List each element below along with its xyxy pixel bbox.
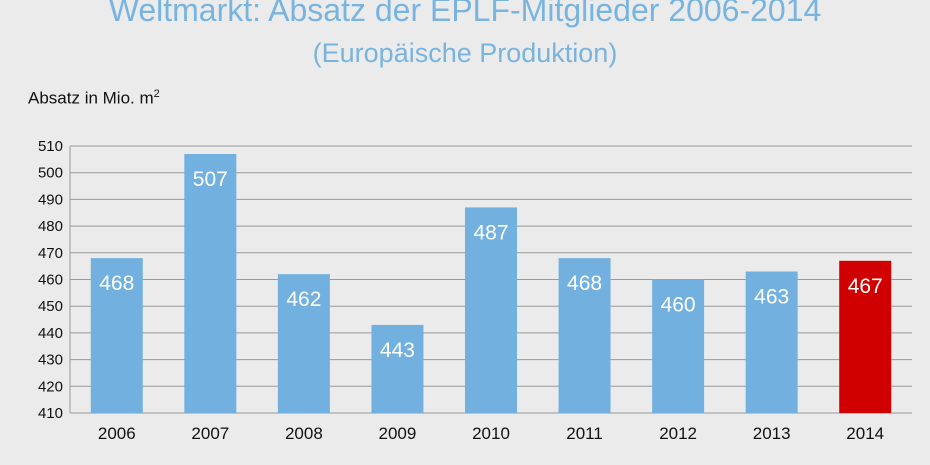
data-label: 463 <box>754 285 789 308</box>
x-tick-label: 2014 <box>846 424 884 443</box>
x-tick-label: 2012 <box>659 424 697 443</box>
x-tick-label: 2007 <box>191 424 229 443</box>
data-label: 462 <box>286 288 321 311</box>
y-tick-label: 430 <box>38 352 63 369</box>
bar <box>745 271 798 413</box>
x-tick-label: 2006 <box>98 424 136 443</box>
bar <box>184 154 237 413</box>
y-tick-label: 440 <box>38 325 63 342</box>
y-tick-label: 460 <box>38 272 63 289</box>
chart-title: Weltmarkt: Absatz der EPLF-Mitglieder 20… <box>108 0 822 28</box>
y-tick-label: 480 <box>38 218 63 235</box>
y-tick-label: 500 <box>38 165 63 182</box>
bar <box>277 274 330 413</box>
data-label: 467 <box>848 275 883 298</box>
y-tick-label: 420 <box>38 378 63 395</box>
x-tick-label: 2013 <box>753 424 791 443</box>
chart-subtitle: (Europäische Produktion) <box>312 38 618 68</box>
bar <box>90 258 143 413</box>
y-tick-label: 470 <box>38 245 63 262</box>
data-label: 507 <box>193 168 228 191</box>
x-tick-label: 2011 <box>566 424 603 443</box>
data-label: 460 <box>661 294 696 317</box>
y-tick-label: 450 <box>38 298 63 315</box>
data-label: 468 <box>99 272 134 295</box>
y-tick-label: 410 <box>38 405 63 422</box>
x-tick-label: 2010 <box>472 424 510 443</box>
x-tick-label: 2009 <box>379 424 417 443</box>
data-label: 443 <box>380 339 415 362</box>
bar <box>652 279 705 413</box>
y-axis-label: Absatz in Mio. m2 <box>28 88 160 108</box>
bar <box>558 258 611 413</box>
bar <box>839 260 892 413</box>
bar <box>371 324 424 413</box>
bar <box>465 207 517 413</box>
data-label: 487 <box>473 221 508 244</box>
y-axis-label-superscript: 2 <box>153 88 160 100</box>
data-label: 468 <box>567 272 602 295</box>
x-tick-label: 2008 <box>285 424 323 443</box>
y-tick-label: 490 <box>38 191 63 208</box>
y-tick-label: 510 <box>38 138 63 155</box>
